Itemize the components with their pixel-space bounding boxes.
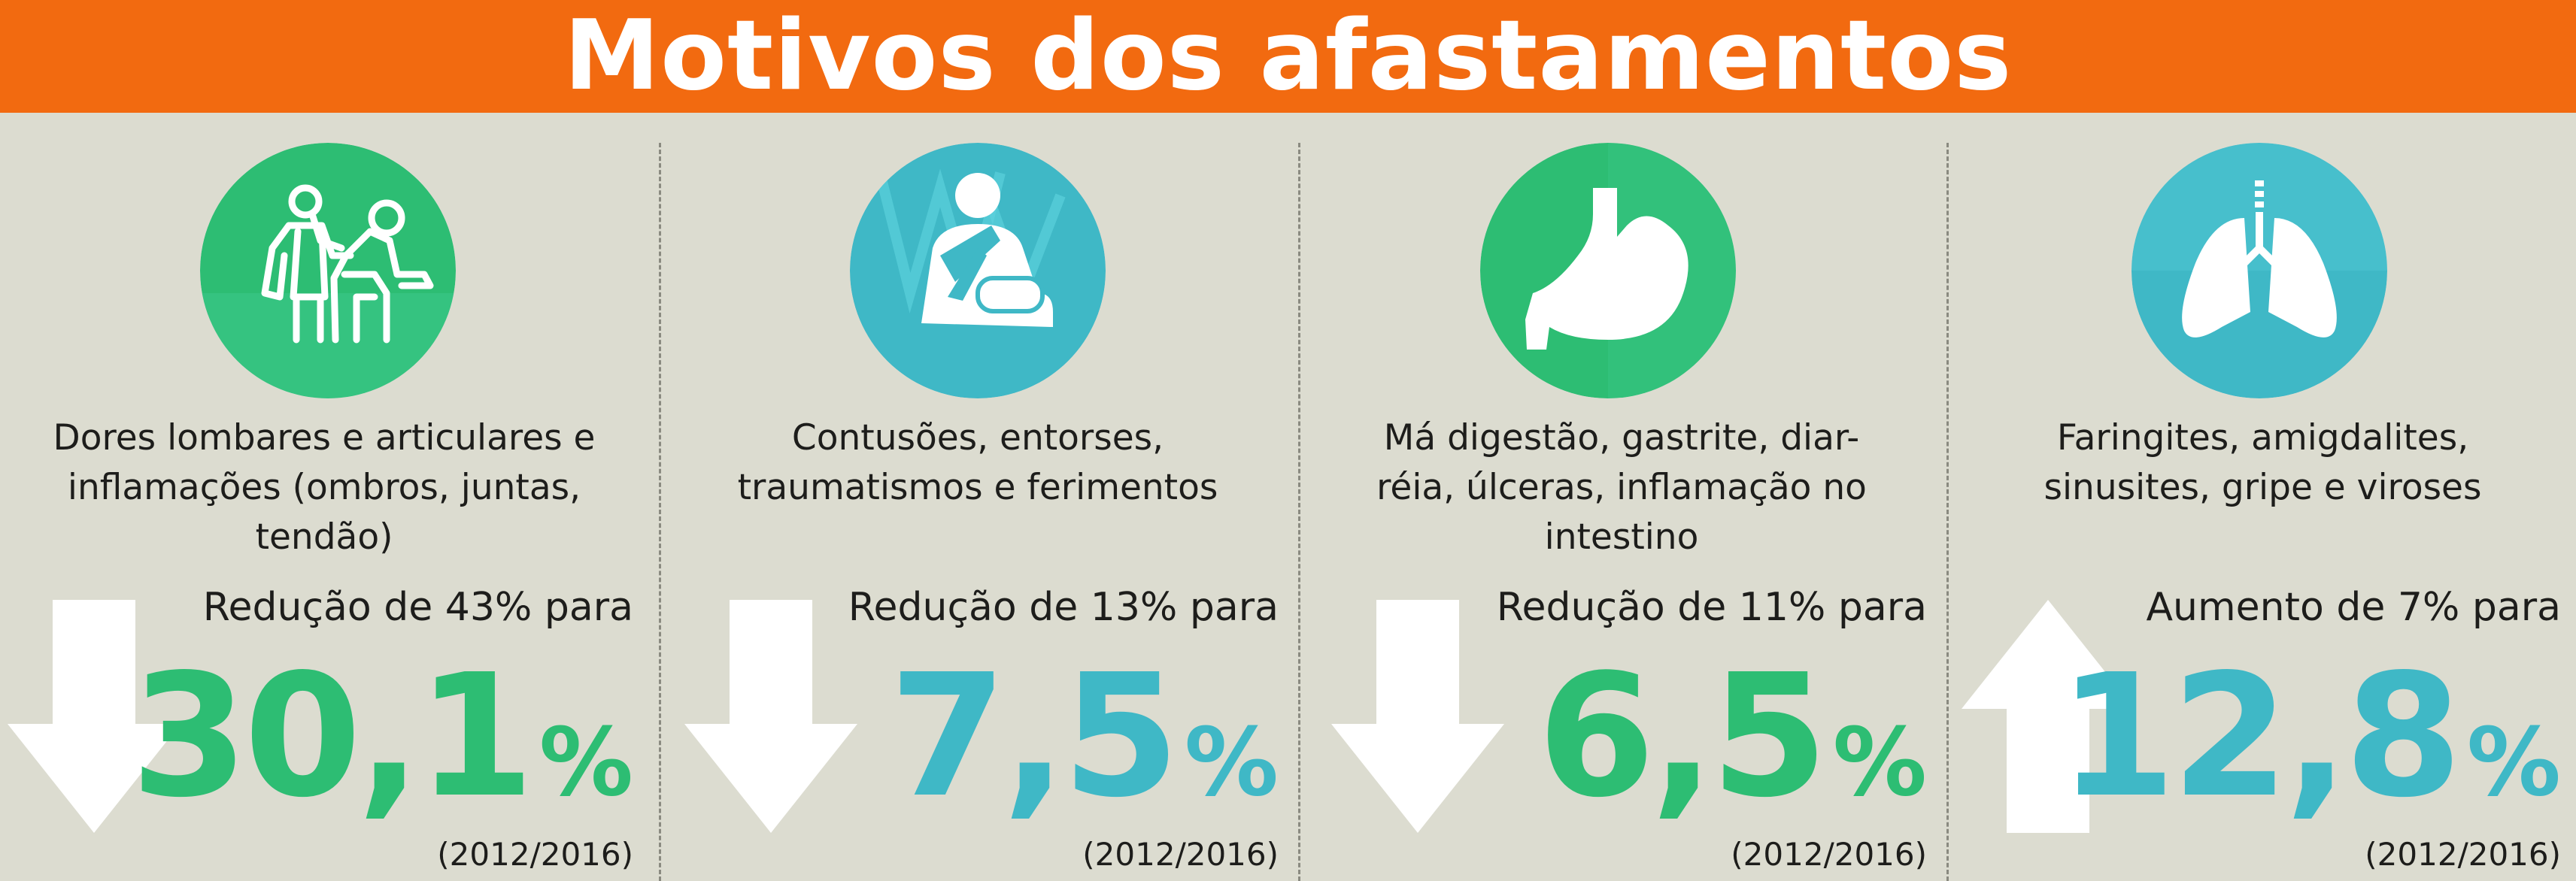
change-text: Redução de 11% para bbox=[1496, 585, 1927, 630]
description-text: Má digestão, gastrite, diar-réia, úlcera… bbox=[1376, 417, 1867, 558]
stat-number: 12,8 bbox=[2058, 638, 2462, 835]
page-title: Motivos dos afastamentos bbox=[563, 0, 2013, 112]
period-text: (2012/2016) bbox=[1731, 836, 1927, 873]
description-text: Contusões, entorses, traumatismos e feri… bbox=[737, 417, 1218, 508]
change-text: Redução de 43% para bbox=[202, 585, 633, 630]
arrow-down-icon bbox=[684, 600, 857, 833]
doctor-examining-patient-icon bbox=[200, 143, 456, 398]
column-divider bbox=[659, 143, 661, 881]
stat-value: 7,5% bbox=[889, 652, 1279, 822]
stat-column-digestive: Má digestão, gastrite, diar-réia, úlcera… bbox=[1301, 113, 1942, 881]
arm-sling-icon bbox=[850, 143, 1106, 398]
arrow-up-icon bbox=[1962, 600, 2135, 833]
stomach-icon bbox=[1480, 143, 1736, 398]
period-text: (2012/2016) bbox=[2365, 836, 2561, 873]
stat-column-respiratory: Faringites, amigdalites, sinusites, grip… bbox=[1949, 113, 2576, 881]
arrow-down-icon bbox=[8, 600, 181, 833]
percent-sign: % bbox=[539, 708, 633, 817]
stat-number: 6,5 bbox=[1537, 638, 1828, 835]
stat-number: 30,1 bbox=[130, 638, 535, 835]
period-text: (2012/2016) bbox=[437, 836, 633, 873]
percent-sign: % bbox=[1832, 708, 1927, 817]
percent-sign: % bbox=[2466, 708, 2561, 817]
stat-value: 12,8% bbox=[2059, 652, 2561, 822]
header-banner: Motivos dos afastamentos bbox=[0, 0, 2576, 113]
column-divider bbox=[1946, 143, 1949, 881]
stat-column-musculoskeletal: Dores lombares e articulares e inflamaçõ… bbox=[0, 113, 648, 881]
stat-column-injuries: Contusões, entorses, traumatismos e feri… bbox=[662, 113, 1294, 881]
description-text: Dores lombares e articulares e inflamaçõ… bbox=[53, 417, 596, 558]
column-divider bbox=[1298, 143, 1300, 881]
change-text: Redução de 13% para bbox=[848, 585, 1279, 630]
lungs-icon bbox=[2131, 143, 2387, 398]
stat-number: 7,5 bbox=[889, 638, 1180, 835]
change-text: Aumento de 7% para bbox=[2146, 585, 2561, 630]
period-text: (2012/2016) bbox=[1082, 836, 1279, 873]
percent-sign: % bbox=[1184, 708, 1279, 817]
stat-value: 6,5% bbox=[1537, 652, 1927, 822]
description-text: Faringites, amigdalites, sinusites, grip… bbox=[2044, 417, 2482, 508]
arrow-down-icon bbox=[1331, 600, 1504, 833]
stat-value: 30,1% bbox=[131, 652, 633, 822]
